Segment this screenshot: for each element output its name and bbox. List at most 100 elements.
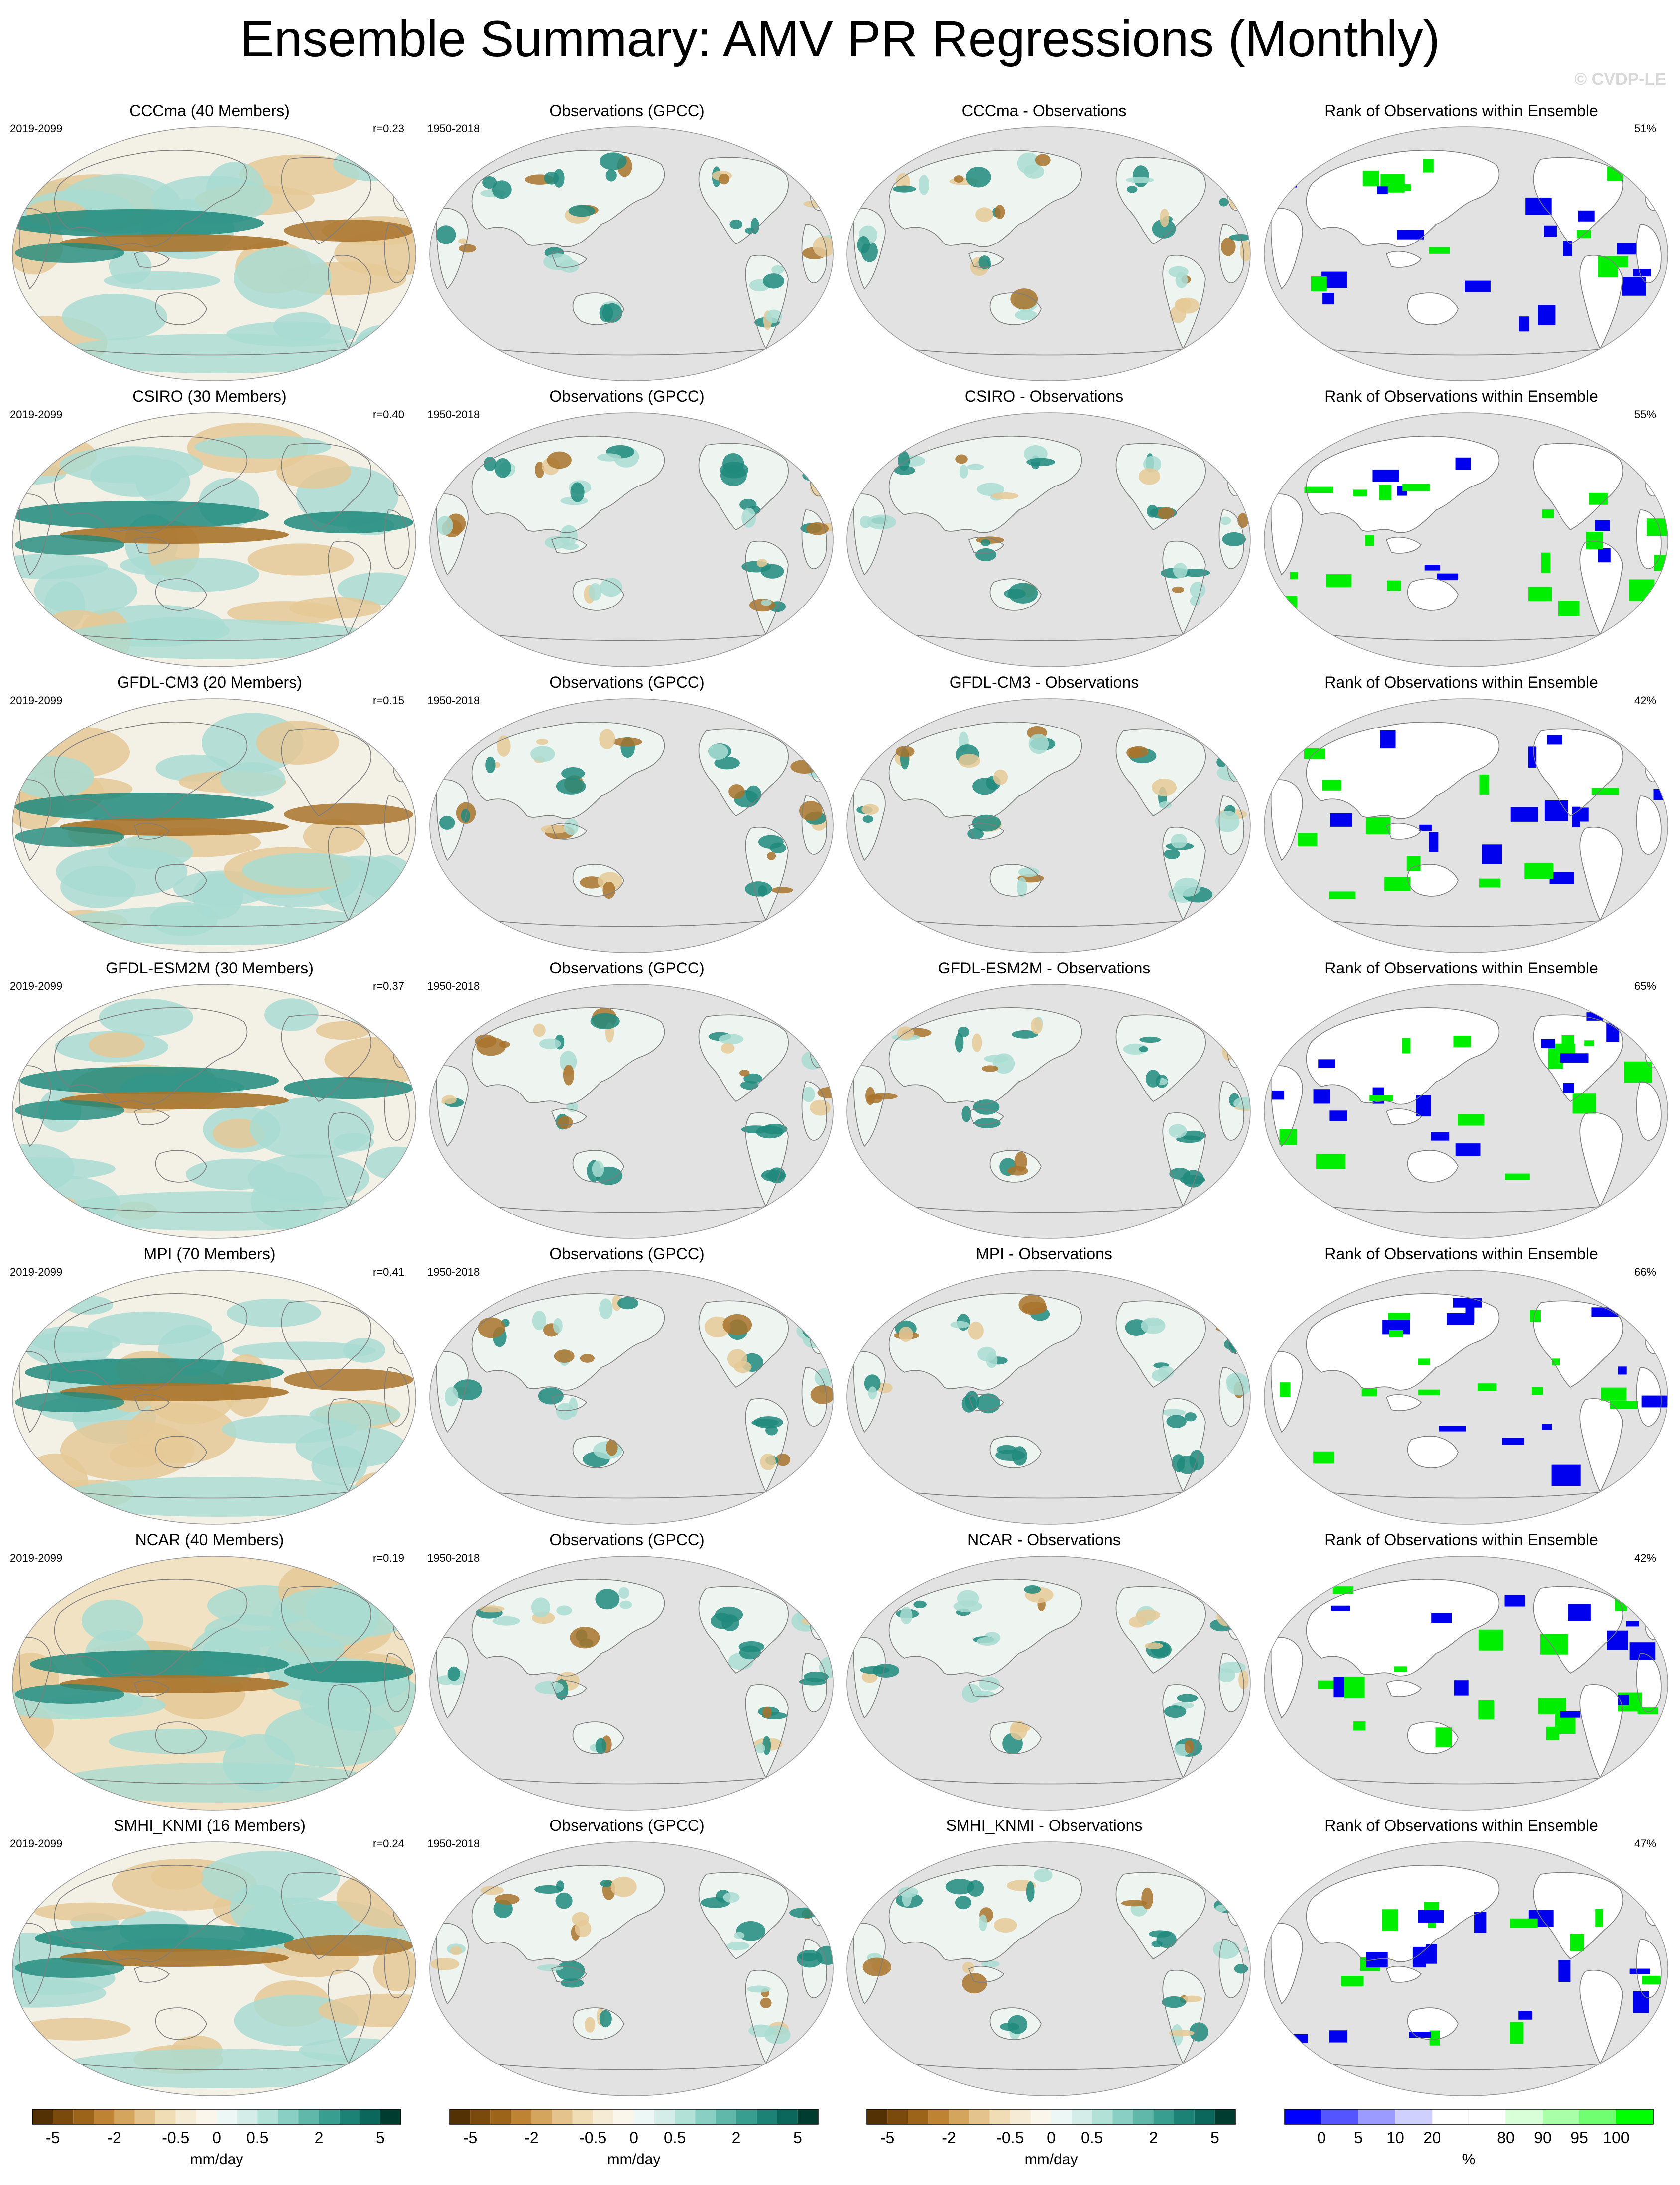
colorbar-tick-label: 5 [376, 2129, 385, 2147]
colorbar-swatch [989, 2109, 1010, 2124]
panel-period: 1950-2018 [427, 1552, 480, 1564]
colorbar-tick-label: 90 [1534, 2129, 1552, 2147]
map-rank [1264, 1270, 1668, 1525]
colorbar-rank-unit: % [1462, 2151, 1476, 2168]
colorbar-swatch [736, 2109, 757, 2124]
colorbar-swatch [1468, 2109, 1506, 2125]
panel-title: GFDL-CM3 - Observations [949, 673, 1139, 691]
colorbar-swatch [777, 2109, 798, 2124]
colorbar-obs-unit: mm/day [607, 2151, 661, 2168]
panel-rank-percent: 66% [1634, 1266, 1656, 1278]
colorbar-tick-label: 2 [732, 2129, 741, 2147]
panel-diff-row3: GFDL-CM3 - Observations [838, 672, 1251, 959]
panel-period: 2019-2099 [10, 694, 63, 707]
colorbar-swatch [675, 2109, 696, 2124]
panel-diff-row5: MPI - Observations [838, 1244, 1251, 1530]
map-obs [429, 412, 834, 667]
map-obs [429, 1841, 834, 2096]
colorbar-swatch [695, 2109, 716, 2124]
colorbar-tick-label: -5 [880, 2129, 894, 2147]
panel-title: MPI - Observations [976, 1245, 1112, 1263]
panel-model-row7: SMHI_KNMI (16 Members) 2019-2099 r=0.24 [3, 1816, 416, 2102]
panel-obs-row1: Observations (GPCC) 1950-2018 [420, 101, 834, 387]
colorbar-swatch [1051, 2109, 1072, 2124]
colorbar-tick-label: 0.5 [664, 2129, 686, 2147]
colorbar-tick-label: 10 [1386, 2129, 1404, 2147]
colorbar-swatch [716, 2109, 736, 2124]
map-diff [846, 126, 1251, 381]
panel-rank-percent: 47% [1634, 1837, 1656, 1850]
map-model [12, 984, 416, 1239]
panel-diff-row2: CSIRO - Observations [838, 386, 1251, 673]
colorbar-tick-label: 0 [1047, 2129, 1056, 2147]
map-diff [846, 1841, 1251, 2096]
colorbar-swatch [1092, 2109, 1113, 2124]
colorbar-swatch [257, 2109, 278, 2124]
panel-period: 2019-2099 [10, 1552, 63, 1564]
panel-rank-row4: Rank of Observations within Ensemble 65% [1255, 958, 1668, 1244]
colorbar-swatch [94, 2109, 115, 2124]
map-obs [429, 126, 834, 381]
colorbar-swatch [114, 2109, 135, 2124]
colorbar-swatch [298, 2109, 319, 2124]
panel-title: Rank of Observations within Ensemble [1324, 1245, 1598, 1263]
colorbar-tick-label: 0 [629, 2129, 638, 2147]
colorbar-tick-label: -0.5 [162, 2129, 189, 2147]
panel-obs-row6: Observations (GPCC) 1950-2018 [420, 1530, 834, 1816]
panel-period: 2019-2099 [10, 1266, 63, 1278]
colorbar-model-graphic: -5 -2 -0.5 0 0.5 2 5 [32, 2109, 401, 2147]
panel-period: 1950-2018 [427, 694, 480, 707]
colorbar-swatch [134, 2109, 155, 2124]
panel-model-row2: CSIRO (30 Members) 2019-2099 r=0.40 [3, 386, 416, 673]
panel-title: SMHI_KNMI - Observations [946, 1817, 1143, 1834]
colorbar-swatch [552, 2109, 573, 2124]
panel-correlation: r=0.37 [373, 980, 404, 992]
panel-title: Observations (GPCC) [549, 959, 705, 977]
colorbar-swatch [217, 2109, 238, 2124]
panel-rank-percent: 42% [1634, 694, 1656, 707]
map-diff [846, 984, 1251, 1239]
map-model [12, 698, 416, 953]
panel-obs-row2: Observations (GPCC) 1950-2018 [420, 386, 834, 673]
colorbar-swatch [1112, 2109, 1133, 2124]
panel-obs-row3: Observations (GPCC) 1950-2018 [420, 672, 834, 959]
colorbar-swatch [1395, 2109, 1432, 2124]
colorbar-swatch [634, 2109, 655, 2124]
panel-title: MPI (70 Members) [143, 1245, 276, 1263]
map-model [12, 1270, 416, 1525]
colorbar-swatch [654, 2109, 675, 2124]
colorbar-swatch [1285, 2109, 1321, 2124]
colorbar-swatch [1072, 2109, 1092, 2124]
panel-title: GFDL-CM3 (20 Members) [117, 673, 302, 691]
panel-period: 2019-2099 [10, 408, 63, 421]
colorbar-tick-label: -0.5 [579, 2129, 606, 2147]
figure-title: Ensemble Summary: AMV PR Regressions (Mo… [240, 10, 1440, 67]
map-rank [1264, 126, 1668, 381]
colorbar-swatch [531, 2109, 552, 2124]
panel-title: Observations (GPCC) [549, 1531, 705, 1549]
colorbar-swatch [450, 2109, 471, 2124]
colorbar-swatch [53, 2109, 74, 2124]
colorbar-swatch [1579, 2109, 1616, 2124]
colorbar-tick-label: 0 [212, 2129, 221, 2147]
colorbar-tick-label: -0.5 [996, 2129, 1024, 2147]
colorbar-tick-label: -2 [107, 2129, 121, 2147]
colorbar-obs-graphic: -5 -2 -0.5 0 0.5 2 5 [449, 2109, 819, 2147]
panel-title: Rank of Observations within Ensemble [1324, 102, 1598, 120]
panel-rank-row2: Rank of Observations within Ensemble 55% [1255, 386, 1668, 673]
colorbar-swatch [928, 2109, 949, 2124]
colorbar-tick-label: 0.5 [246, 2129, 268, 2147]
panel-title: Rank of Observations within Ensemble [1324, 1531, 1598, 1549]
colorbar-tick-label: 0.5 [1081, 2129, 1103, 2147]
colorbar-tick-label: 95 [1570, 2129, 1588, 2147]
panel-title: GFDL-ESM2M (30 Members) [106, 959, 314, 977]
colorbar-swatch [360, 2109, 380, 2124]
panel-model-row3: GFDL-CM3 (20 Members) 2019-2099 r=0.15 [3, 672, 416, 959]
map-obs [429, 1556, 834, 1811]
panel-title: Observations (GPCC) [549, 1245, 705, 1263]
colorbar-swatch [278, 2109, 299, 2124]
panel-period: 1950-2018 [427, 1837, 480, 1850]
colorbar-swatch [237, 2109, 258, 2124]
panel-rank-percent: 65% [1634, 980, 1656, 992]
colorbar-swatch [319, 2109, 340, 2124]
